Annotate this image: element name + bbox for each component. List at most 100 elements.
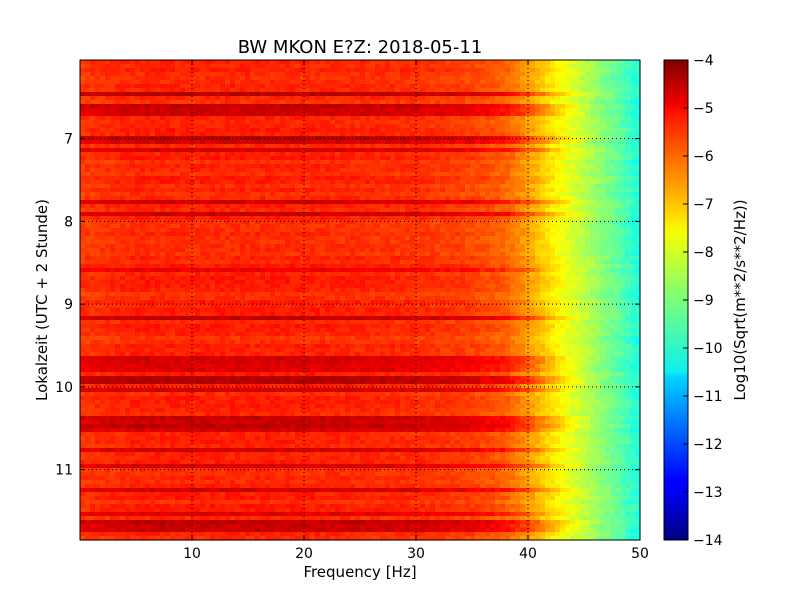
- heatmap-cell: [280, 76, 286, 81]
- heatmap-cell: [210, 60, 216, 65]
- heatmap-cell: [345, 188, 351, 193]
- heatmap-cell: [355, 148, 361, 153]
- heatmap-cell: [235, 140, 241, 145]
- heatmap-cell: [345, 140, 351, 145]
- heatmap-cell: [355, 108, 361, 113]
- heatmap-cell: [175, 184, 181, 189]
- heatmap-cell: [615, 204, 621, 209]
- heatmap-cell: [490, 200, 496, 205]
- heatmap-cell: [360, 72, 366, 77]
- heatmap-cell: [175, 80, 181, 85]
- heatmap-cell: [605, 96, 611, 101]
- heatmap-cell: [385, 128, 391, 133]
- heatmap-cell: [115, 200, 121, 205]
- heatmap-cell: [510, 148, 516, 153]
- heatmap-cell: [125, 180, 131, 185]
- heatmap-cell: [155, 196, 161, 201]
- heatmap-cell: [335, 132, 341, 137]
- heatmap-cell: [450, 64, 456, 69]
- heatmap-cell: [325, 72, 331, 77]
- heatmap-cell: [475, 168, 481, 173]
- heatmap-cell: [620, 116, 626, 121]
- heatmap-cell: [385, 96, 391, 101]
- heatmap-cell: [390, 84, 396, 89]
- heatmap-cell: [105, 236, 111, 241]
- heatmap-cell: [440, 116, 446, 121]
- heatmap-cell: [515, 216, 521, 221]
- heatmap-cell: [490, 144, 496, 149]
- heatmap-cell: [80, 172, 86, 177]
- heatmap-cell: [455, 124, 461, 129]
- heatmap-cell: [175, 128, 181, 133]
- heatmap-cell: [605, 84, 611, 89]
- heatmap-cell: [570, 120, 576, 125]
- heatmap-cell: [385, 232, 391, 237]
- heatmap-cell: [440, 144, 446, 149]
- heatmap-cell: [520, 112, 526, 117]
- heatmap-cell: [560, 128, 566, 133]
- heatmap-cell: [580, 188, 586, 193]
- heatmap-cell: [370, 168, 376, 173]
- heatmap-cell: [140, 100, 146, 105]
- heatmap-cell: [335, 188, 341, 193]
- heatmap-cell: [110, 128, 116, 133]
- heatmap-cell: [245, 136, 251, 141]
- heatmap-cell: [465, 176, 471, 181]
- heatmap-cell: [110, 68, 116, 73]
- heatmap-cell: [100, 164, 106, 169]
- heatmap-cell: [325, 168, 331, 173]
- heatmap-cell: [540, 176, 546, 181]
- heatmap-cell: [85, 152, 91, 157]
- heatmap-cell: [85, 132, 91, 137]
- heatmap-cell: [370, 72, 376, 77]
- heatmap-cell: [205, 108, 211, 113]
- heatmap-cell: [350, 216, 356, 221]
- heatmap-cell: [510, 204, 516, 209]
- heatmap-cell: [615, 220, 621, 225]
- heatmap-cell: [510, 60, 516, 65]
- heatmap-cell: [205, 148, 211, 153]
- heatmap-cell: [610, 176, 616, 181]
- heatmap-cell: [330, 88, 336, 93]
- heatmap-cell: [505, 164, 511, 169]
- heatmap-cell: [605, 232, 611, 237]
- heatmap-cell: [575, 128, 581, 133]
- heatmap-cell: [530, 148, 536, 153]
- heatmap-cell: [85, 112, 91, 117]
- heatmap-cell: [470, 212, 476, 217]
- heatmap-cell: [215, 216, 221, 221]
- heatmap-cell: [390, 112, 396, 117]
- heatmap-cell: [85, 204, 91, 209]
- heatmap-cell: [80, 224, 86, 229]
- heatmap-cell: [465, 160, 471, 165]
- heatmap-cell: [300, 104, 306, 109]
- heatmap-cell: [395, 80, 401, 85]
- heatmap-cell: [290, 64, 296, 69]
- heatmap-cell: [335, 184, 341, 189]
- heatmap-cell: [320, 196, 326, 201]
- heatmap-cell: [260, 148, 266, 153]
- heatmap-cell: [505, 196, 511, 201]
- heatmap-cell: [405, 132, 411, 137]
- heatmap-cell: [390, 224, 396, 229]
- heatmap-cell: [595, 228, 601, 233]
- heatmap-cell: [585, 124, 591, 129]
- heatmap-cell: [570, 216, 576, 221]
- heatmap-cell: [80, 124, 86, 129]
- heatmap-cell: [560, 140, 566, 145]
- heatmap-cell: [205, 140, 211, 145]
- heatmap-cell: [465, 96, 471, 101]
- heatmap-cell: [470, 124, 476, 129]
- heatmap-cell: [500, 136, 506, 141]
- heatmap-cell: [615, 84, 621, 89]
- heatmap-cell: [570, 104, 576, 109]
- heatmap-cell: [390, 160, 396, 165]
- heatmap-cell: [405, 156, 411, 161]
- heatmap-cell: [105, 200, 111, 205]
- heatmap-cell: [380, 108, 386, 113]
- heatmap-cell: [340, 176, 346, 181]
- heatmap-cell: [245, 84, 251, 89]
- heatmap-cell: [400, 100, 406, 105]
- heatmap-cell: [555, 180, 561, 185]
- heatmap-cell: [180, 224, 186, 229]
